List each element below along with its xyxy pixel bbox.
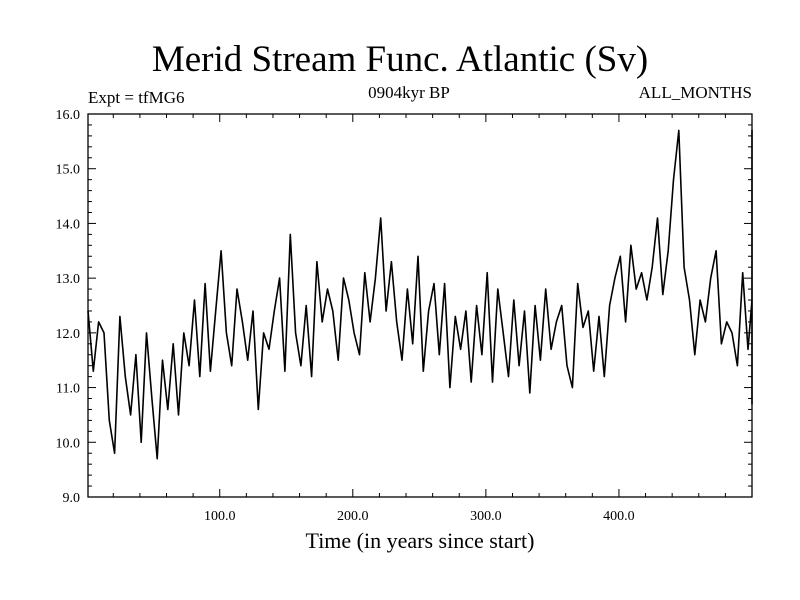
y-tick-label: 13.0 (56, 272, 81, 287)
axis-ticks (88, 113, 752, 498)
experiment-label: Expt = tfMG6 (88, 88, 185, 107)
season-label: ALL_MONTHS (638, 83, 752, 102)
axis-tick-labels: 9.0 10.0 11.0 12.0 13.0 14.0 15.0 16.0 100.0 200.… (56, 108, 635, 524)
x-tick-label: 100.0 (204, 509, 236, 524)
x-tick-label: 200.0 (337, 509, 369, 524)
y-tick-label: 15.0 (56, 163, 81, 178)
x-tick-label: 300.0 (470, 509, 502, 524)
y-tick-label: 10.0 (56, 436, 81, 451)
x-axis-label: Time (in years since start) (305, 528, 535, 553)
y-tick-label: 12.0 (56, 327, 81, 342)
y-tick-label: 9.0 (63, 491, 81, 506)
chart-title: Merid Stream Func. Atlantic (Sv) (151, 39, 649, 80)
y-tick-label: 11.0 (56, 382, 80, 397)
y-tick-label: 14.0 (56, 217, 81, 232)
y-tick-label: 16.0 (56, 108, 81, 123)
period-label: 0904kyr BP (368, 83, 450, 102)
x-tick-label: 400.0 (603, 509, 635, 524)
series-line-all-months (87, 129, 753, 460)
